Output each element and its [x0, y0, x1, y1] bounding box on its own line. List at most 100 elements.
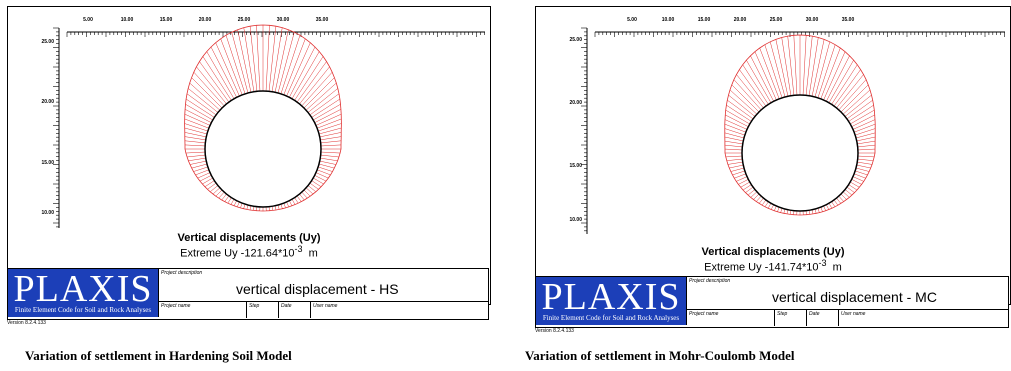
x-tick-label: 35.00 [316, 17, 329, 23]
displacement-vector [770, 204, 774, 210]
displacement-vector [729, 89, 758, 115]
tunnel-lining [741, 94, 859, 212]
displacement-vector [215, 42, 240, 97]
divider [310, 301, 311, 318]
displacement-vector [740, 181, 750, 188]
displacement-vector [850, 109, 875, 125]
displacement-vector [761, 199, 767, 206]
displacement-vector [745, 186, 754, 193]
displacement-vector [196, 66, 227, 105]
displacement-vector [315, 113, 342, 126]
displacement-vector [289, 46, 316, 98]
displacement-vector [193, 166, 208, 172]
displacement-vector [820, 207, 823, 212]
displacement-vector [309, 182, 319, 190]
x-tick-label: 15.00 [160, 17, 173, 23]
displacement-vector [189, 82, 221, 111]
displacement-vector [852, 119, 876, 130]
displacement-vector [246, 204, 249, 210]
displacement-vector [303, 189, 311, 197]
displacement-vector [726, 158, 743, 161]
x-tick-label: 30.00 [806, 17, 819, 23]
displacement-vector [243, 204, 246, 209]
displacement-vector [724, 119, 748, 130]
plot-frame [7, 6, 491, 305]
displacement-vector [725, 155, 743, 158]
divider [246, 301, 247, 318]
displacement-vector [728, 94, 756, 117]
displacement-vector [781, 37, 792, 96]
displacement-vector [311, 180, 322, 187]
divider [838, 309, 839, 326]
displacement-vector [817, 208, 820, 213]
displacement-vector [742, 184, 752, 191]
displacement-vector [318, 163, 335, 169]
displacement-vector [833, 199, 839, 206]
plaxis-logo: PLAXIS Finite Element Code for Soil and … [536, 277, 687, 325]
displacement-vector [731, 84, 760, 113]
displacement-vector [854, 123, 876, 133]
project-title: vertical displacement - MC [772, 289, 937, 305]
displacement-vector [724, 144, 743, 148]
displacement-vector [197, 172, 211, 179]
displacement-vector [185, 104, 213, 121]
tunnel-lining [204, 90, 322, 208]
displacement-vector [734, 173, 746, 179]
annotation-title: Vertical displacements (Uy) [701, 246, 845, 258]
displacement-annotation: Vertical displacements (Uy) Extreme Uy -… [535, 246, 1011, 274]
displacement-vector [780, 208, 783, 213]
displacement-vector [767, 203, 772, 209]
displacement-vector [857, 144, 876, 148]
displacement-vector [307, 88, 338, 113]
displacement-vector [184, 123, 208, 132]
displacement-vector [294, 197, 299, 204]
y-tick-label: 25.00 [41, 39, 54, 45]
displacement-vector [227, 197, 232, 204]
user-name-label: User name [841, 311, 866, 317]
displacement-vector [856, 164, 871, 169]
displacement-vector [857, 158, 874, 161]
displacement-vector [319, 160, 337, 165]
date-label: Date [281, 303, 292, 309]
displacement-vector [857, 161, 873, 165]
displacement-vector [840, 193, 847, 200]
displacement-vector [842, 89, 871, 115]
project-name-label: Project name [689, 311, 719, 317]
x-tick-label: 10.00 [662, 17, 675, 23]
displacement-vector [833, 69, 861, 107]
displacement-vector [320, 136, 342, 141]
displacement-vector [846, 186, 855, 193]
displacement-vector [184, 140, 206, 144]
y-tick-label: 25.00 [569, 37, 582, 43]
displacement-vector [184, 118, 209, 129]
displacement-vector [838, 79, 867, 111]
displacement-vector [265, 25, 270, 92]
displacement-vector [811, 39, 825, 97]
displacement-vector [844, 189, 853, 196]
displacement-vector [817, 44, 836, 98]
displacement-vector [320, 144, 342, 147]
displacement-vector [314, 109, 342, 123]
figure-caption: Variation of settlement in Hardening Soi… [25, 348, 292, 363]
displacement-vector [221, 193, 227, 201]
x-tick-label: 25.00 [770, 17, 783, 23]
displacement-vector [191, 77, 223, 109]
displacement-vector [793, 35, 798, 96]
displacement-vector [307, 185, 316, 192]
displacement-vector [315, 172, 329, 179]
annotation-title: Vertical displacements (Uy) [177, 232, 321, 244]
displacement-vector [296, 61, 327, 103]
displacement-vector [724, 123, 746, 133]
displacement-vector [750, 191, 758, 198]
displacement-vector [774, 205, 777, 211]
displacement-vector [727, 161, 743, 165]
displacement-vector [318, 123, 342, 132]
displacement-vector [202, 56, 232, 101]
displacement-vector [769, 41, 786, 98]
displacement-vector [758, 197, 764, 204]
annotation-extreme: Extreme Uy -121.64*10-3 m [180, 244, 318, 260]
divider [774, 309, 775, 326]
displacement-vector [317, 118, 342, 129]
figure-caption: Variation of settlement in Mohr-Coulomb … [525, 348, 795, 363]
displacement-vector [729, 164, 744, 169]
